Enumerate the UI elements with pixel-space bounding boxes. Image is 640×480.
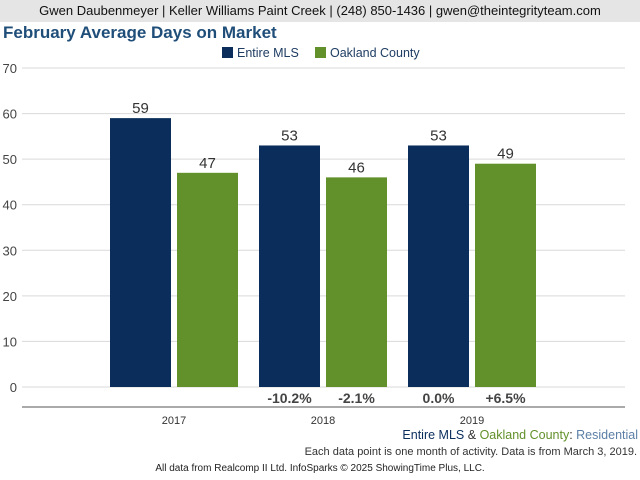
x-tick-label: 2019 [460, 415, 484, 427]
y-tick-label: 20 [3, 289, 17, 304]
x-tick-label: 2018 [311, 415, 335, 427]
data-label: 53 [430, 127, 447, 144]
data-note: Each data point is one month of activity… [304, 446, 637, 458]
y-tick-label: 60 [3, 107, 17, 122]
footnote-segment: Residential [576, 428, 638, 442]
data-label: 47 [199, 155, 216, 172]
agent-header: Gwen Daubenmeyer | Keller Williams Paint… [0, 0, 640, 22]
x-tick-label: 2017 [162, 415, 186, 427]
legend-label: Entire MLS [237, 46, 299, 60]
data-credit: All data from Realcomp II Ltd. InfoSpark… [155, 463, 485, 474]
y-tick-label: 30 [3, 243, 17, 258]
bar [326, 177, 387, 387]
series-footnote: Entire MLS & Oakland County: Residential [402, 428, 638, 442]
data-label: 53 [281, 127, 298, 144]
legend-label: Oakland County [330, 46, 420, 60]
legend-swatch [222, 47, 233, 58]
bar [408, 145, 469, 387]
bar [259, 145, 320, 387]
footnote-colon: : [569, 428, 577, 442]
y-tick-label: 10 [3, 334, 17, 349]
legend-swatch [315, 47, 326, 58]
y-tick-label: 40 [3, 198, 17, 213]
bar [177, 172, 238, 387]
data-label: 59 [132, 100, 149, 117]
footnote-series-a: Entire MLS [402, 428, 465, 442]
y-tick-label: 70 [3, 61, 17, 76]
change-label: 0.0% [423, 390, 455, 406]
change-label: -10.2% [267, 390, 312, 406]
bar [475, 163, 536, 387]
y-tick-label: 0 [10, 380, 17, 395]
change-label: +6.5% [485, 390, 526, 406]
data-label: 49 [497, 146, 514, 163]
y-tick-label: 50 [3, 152, 17, 167]
footnote-series-b: Oakland County [479, 428, 570, 442]
bar [110, 118, 171, 387]
change-label: -2.1% [338, 390, 375, 406]
footnote-amp: & [464, 428, 480, 442]
data-label: 46 [348, 159, 365, 176]
chart-title: February Average Days on Market [3, 23, 277, 42]
